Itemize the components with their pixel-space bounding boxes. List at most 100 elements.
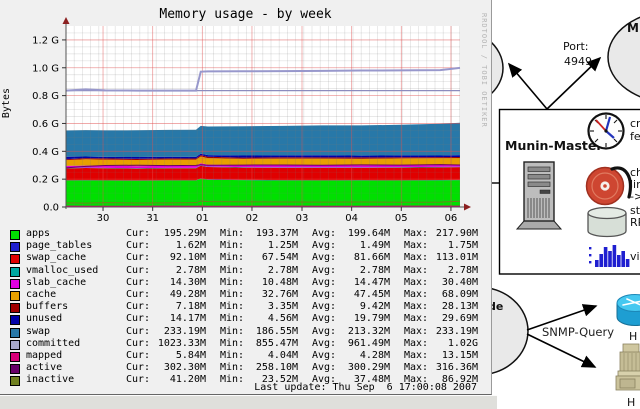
host-label-bottom: H xyxy=(627,396,635,408)
legend-value-avg: 9.42M xyxy=(340,301,390,313)
legend-col-avg: Avg: xyxy=(312,362,340,374)
legend-value-cur: 41.20M xyxy=(154,374,206,386)
legend-col-min: Min: xyxy=(220,265,248,277)
legend-col-max: Max: xyxy=(404,265,432,277)
legend-swatch-buffers xyxy=(10,303,20,313)
munin-master-label: Munin-Master xyxy=(505,138,603,153)
y-tick-label: 1.2 G xyxy=(32,35,59,46)
legend-value-cur: 49.28M xyxy=(154,289,206,301)
y-tick-label: 1.0 G xyxy=(32,63,59,74)
y-tick-label: 0.2 G xyxy=(32,175,59,186)
legend-col-cur: Cur: xyxy=(126,326,154,338)
legend-col-cur: Cur: xyxy=(126,277,154,289)
legend-value-min: 10.48M xyxy=(248,277,298,289)
last-update-text: Last update: Thu Sep 6 17:00:08 2007 xyxy=(254,382,477,393)
legend-value-cur: 92.10M xyxy=(154,252,206,264)
snmp-query-label: SNMP-Query xyxy=(542,325,614,339)
legend-swatch-page_tables xyxy=(10,242,20,252)
master-item-3-line-2: RR xyxy=(630,216,640,229)
legend-value-min: 3.35M xyxy=(248,301,298,313)
legend-value-min: 855.47M xyxy=(248,338,298,350)
legend-col-min: Min: xyxy=(220,228,248,240)
legend-label: buffers xyxy=(26,301,126,313)
server-tower-icon xyxy=(517,162,561,229)
legend-col-avg: Avg: xyxy=(312,228,340,240)
legend-col-max: Max: xyxy=(404,240,432,252)
x-tick-label: 31 xyxy=(146,213,159,224)
legend-col-max: Max: xyxy=(404,326,432,338)
master-item-1-line-2: fe xyxy=(630,130,640,143)
legend-label: unused xyxy=(26,313,126,325)
legend-value-min: 186.55M xyxy=(248,326,298,338)
legend-value-min: 32.76M xyxy=(248,289,298,301)
legend-swatch-active xyxy=(10,364,20,374)
legend-swatch-committed xyxy=(10,340,20,350)
legend-value-avg: 19.79M xyxy=(340,313,390,325)
legend-value-cur: 302.30M xyxy=(154,362,206,374)
legend-col-cur: Cur: xyxy=(126,252,154,264)
legend-col-max: Max: xyxy=(404,313,432,325)
master-item-2-line-3: -> xyxy=(630,190,640,203)
y-tick-label: 0.0 xyxy=(43,203,59,214)
legend-col-cur: Cur: xyxy=(126,240,154,252)
legend-col-min: Min: xyxy=(220,289,248,301)
legend-value-max: 13.15M xyxy=(432,350,478,362)
legend-value-max: 2.78M xyxy=(432,265,478,277)
legend-col-min: Min: xyxy=(220,374,248,386)
y-tick-label: 0.6 G xyxy=(32,119,59,130)
legend-value-avg: 4.28M xyxy=(340,350,390,362)
legend-col-cur: Cur: xyxy=(126,289,154,301)
legend-col-cur: Cur: xyxy=(126,350,154,362)
legend-col-cur: Cur: xyxy=(126,265,154,277)
legend-value-max: 113.01M xyxy=(432,252,478,264)
legend-col-cur: Cur: xyxy=(126,313,154,325)
legend-label: active xyxy=(26,362,126,374)
x-tick-label: 02 xyxy=(246,213,259,224)
legend-value-max: 233.19M xyxy=(432,326,478,338)
legend-col-max: Max: xyxy=(404,362,432,374)
legend-value-avg: 300.29M xyxy=(340,362,390,374)
legend-col-min: Min: xyxy=(220,326,248,338)
legend-col-min: Min: xyxy=(220,301,248,313)
legend-value-min: 2.78M xyxy=(248,265,298,277)
legend-col-min: Min: xyxy=(220,350,248,362)
x-tick-label: 05 xyxy=(395,213,408,224)
legend-label: vmalloc_used xyxy=(26,265,126,277)
legend-label: committed xyxy=(26,338,126,350)
master-item-4-line-1: vis xyxy=(630,250,640,263)
legend-value-min: 4.56M xyxy=(248,313,298,325)
legend-col-avg: Avg: xyxy=(312,338,340,350)
legend-value-cur: 5.84M xyxy=(154,350,206,362)
legend-label: page_tables xyxy=(26,240,126,252)
legend-swatch-unused xyxy=(10,315,20,325)
legend-value-max: 316.36M xyxy=(432,362,478,374)
legend-value-max: 1.02G xyxy=(432,338,478,350)
legend-col-max: Max: xyxy=(404,289,432,301)
legend-col-cur: Cur: xyxy=(126,338,154,350)
legend-value-cur: 233.19M xyxy=(154,326,206,338)
legend-value-avg: 961.49M xyxy=(340,338,390,350)
legend-label: cache xyxy=(26,289,126,301)
legend-value-avg: 81.66M xyxy=(340,252,390,264)
legend-value-max: 1.75M xyxy=(432,240,478,252)
legend-col-avg: Avg: xyxy=(312,277,340,289)
legend-value-avg: 1.49M xyxy=(340,240,390,252)
legend-col-avg: Avg: xyxy=(312,240,340,252)
host-tower-icon xyxy=(616,344,640,390)
legend-col-avg: Avg: xyxy=(312,265,340,277)
legend-swatch-inactive xyxy=(10,376,20,386)
legend-col-avg: Avg: xyxy=(312,301,340,313)
legend-value-min: 258.10M xyxy=(248,362,298,374)
legend-swatch-slab_cache xyxy=(10,279,20,289)
legend-col-avg: Avg: xyxy=(312,289,340,301)
legend-col-avg: Avg: xyxy=(312,326,340,338)
legend-col-cur: Cur: xyxy=(126,374,154,386)
legend-value-cur: 7.18M xyxy=(154,301,206,313)
